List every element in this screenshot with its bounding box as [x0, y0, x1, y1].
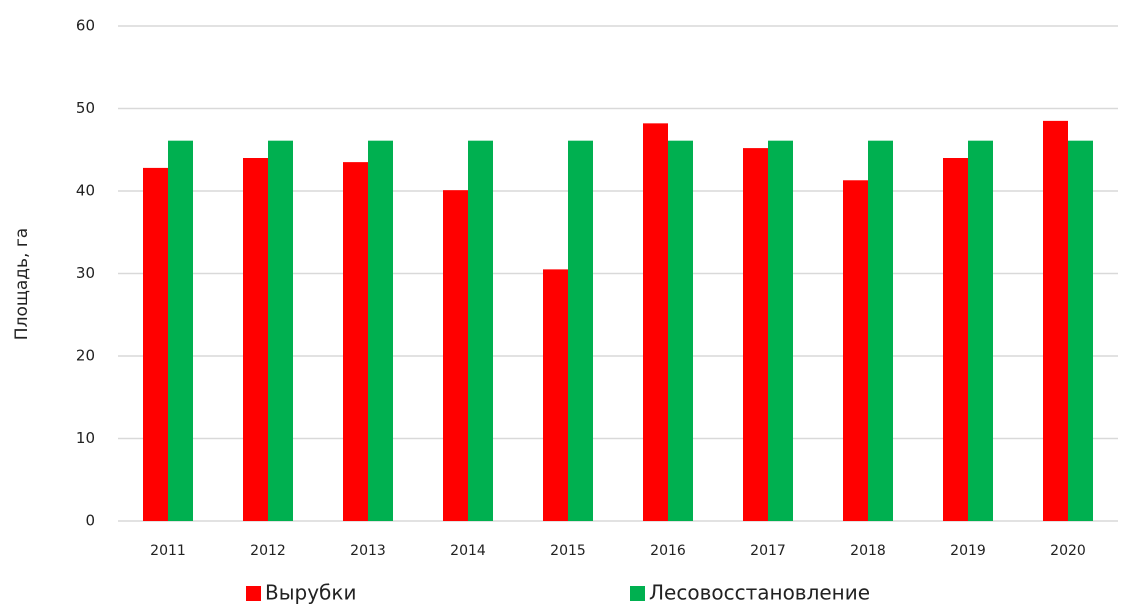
bar [568, 140, 593, 522]
bar [968, 140, 993, 522]
x-tick-label: 2019 [950, 543, 986, 559]
bar [843, 180, 868, 521]
x-tick-label: 2018 [850, 543, 886, 559]
y-tick-label: 50 [76, 99, 95, 117]
bar [1043, 120, 1068, 521]
bar [943, 158, 968, 521]
bar [1068, 140, 1093, 522]
y-tick-label: 10 [76, 429, 95, 447]
bar [543, 269, 568, 521]
legend-label: Вырубки [265, 581, 356, 605]
bar [368, 140, 393, 522]
y-tick-label: 30 [76, 264, 95, 282]
y-tick-label: 20 [76, 347, 95, 365]
bar [168, 140, 193, 522]
x-tick-label: 2014 [450, 543, 486, 559]
y-tick-label: 40 [76, 182, 95, 200]
x-tick-label: 2016 [650, 543, 686, 559]
bar [343, 162, 368, 521]
x-tick-label: 2020 [1050, 543, 1086, 559]
y-axis-label: Площадь, га [12, 228, 32, 340]
bar [668, 140, 693, 522]
legend-swatch [246, 586, 261, 601]
legend-label: Лесовосстановление [649, 581, 870, 605]
y-tick-label: 60 [76, 17, 95, 35]
bar [868, 140, 893, 522]
legend-swatch [630, 586, 645, 601]
x-tick-label: 2013 [350, 543, 386, 559]
bar [143, 167, 168, 521]
bar [768, 140, 793, 522]
x-tick-label: 2011 [150, 543, 186, 559]
x-tick-label: 2017 [750, 543, 786, 559]
bar [743, 148, 768, 521]
bar [268, 140, 293, 522]
bar [243, 158, 268, 521]
x-tick-label: 2012 [250, 543, 286, 559]
bar [643, 123, 668, 521]
x-tick-label: 2015 [550, 543, 586, 559]
bar [443, 190, 468, 522]
y-tick-label: 0 [85, 512, 95, 530]
bar [468, 140, 493, 522]
